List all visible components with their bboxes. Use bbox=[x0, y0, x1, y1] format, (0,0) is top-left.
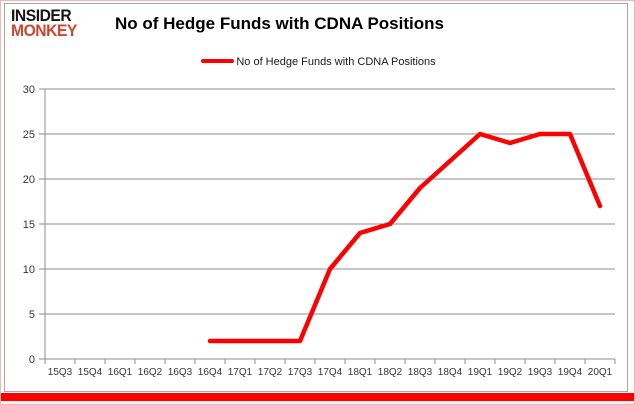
x-axis-tick-label: 17Q1 bbox=[228, 367, 253, 378]
series-line bbox=[207, 131, 603, 344]
logo-monkey-text: MONKEY bbox=[11, 21, 77, 40]
y-axis-tick-label: 30 bbox=[23, 84, 35, 96]
x-axis-tick-label: 16Q1 bbox=[108, 367, 133, 378]
y-axis-tick-label: 0 bbox=[29, 354, 35, 366]
x-axis-tick-label: 19Q3 bbox=[528, 367, 553, 378]
insider-monkey-logo: INSIDER MONKEY bbox=[11, 6, 83, 40]
x-axis-tick-label: 15Q3 bbox=[48, 367, 73, 378]
bottom-red-bar bbox=[1, 393, 634, 401]
page-title: No of Hedge Funds with CDNA Positions bbox=[115, 14, 444, 33]
x-axis-tick-label: 20Q1 bbox=[588, 367, 613, 378]
legend-line-swatch bbox=[201, 59, 235, 64]
x-axis-tick-label: 17Q2 bbox=[258, 367, 283, 378]
x-axis-tick-label: 16Q2 bbox=[138, 367, 163, 378]
bottom-strip bbox=[1, 401, 634, 404]
y-axis-tick-label: 5 bbox=[29, 309, 35, 321]
legend-label: No of Hedge Funds with CDNA Positions bbox=[236, 56, 436, 68]
x-axis-tick-label: 15Q4 bbox=[78, 367, 103, 378]
y-axis-tick-label: 25 bbox=[23, 129, 35, 141]
x-axis-tick-label: 18Q4 bbox=[438, 367, 463, 378]
x-axis-tick-label: 18Q1 bbox=[348, 367, 373, 378]
y-axis-tick-label: 20 bbox=[23, 174, 35, 186]
x-axis-tick-label: 18Q3 bbox=[408, 367, 433, 378]
x-axis-tick-label: 19Q2 bbox=[498, 367, 523, 378]
y-axis-tick-label: 10 bbox=[23, 264, 35, 276]
logo-insider-text: INSIDER bbox=[11, 6, 72, 25]
x-axis-tick-label: 17Q4 bbox=[318, 367, 343, 378]
legend: No of Hedge Funds with CDNA Positions bbox=[1, 56, 634, 68]
x-axis-tick-label: 17Q3 bbox=[288, 367, 313, 378]
x-axis-tick-label: 18Q2 bbox=[378, 367, 403, 378]
x-axis-tick-label: 19Q4 bbox=[558, 367, 583, 378]
y-axis-tick-label: 15 bbox=[23, 219, 35, 231]
chart-border-frame bbox=[4, 3, 628, 392]
x-axis-tick-label: 16Q4 bbox=[198, 367, 223, 378]
x-axis-tick-label: 16Q3 bbox=[168, 367, 193, 378]
x-axis-tick-label: 19Q1 bbox=[468, 367, 493, 378]
